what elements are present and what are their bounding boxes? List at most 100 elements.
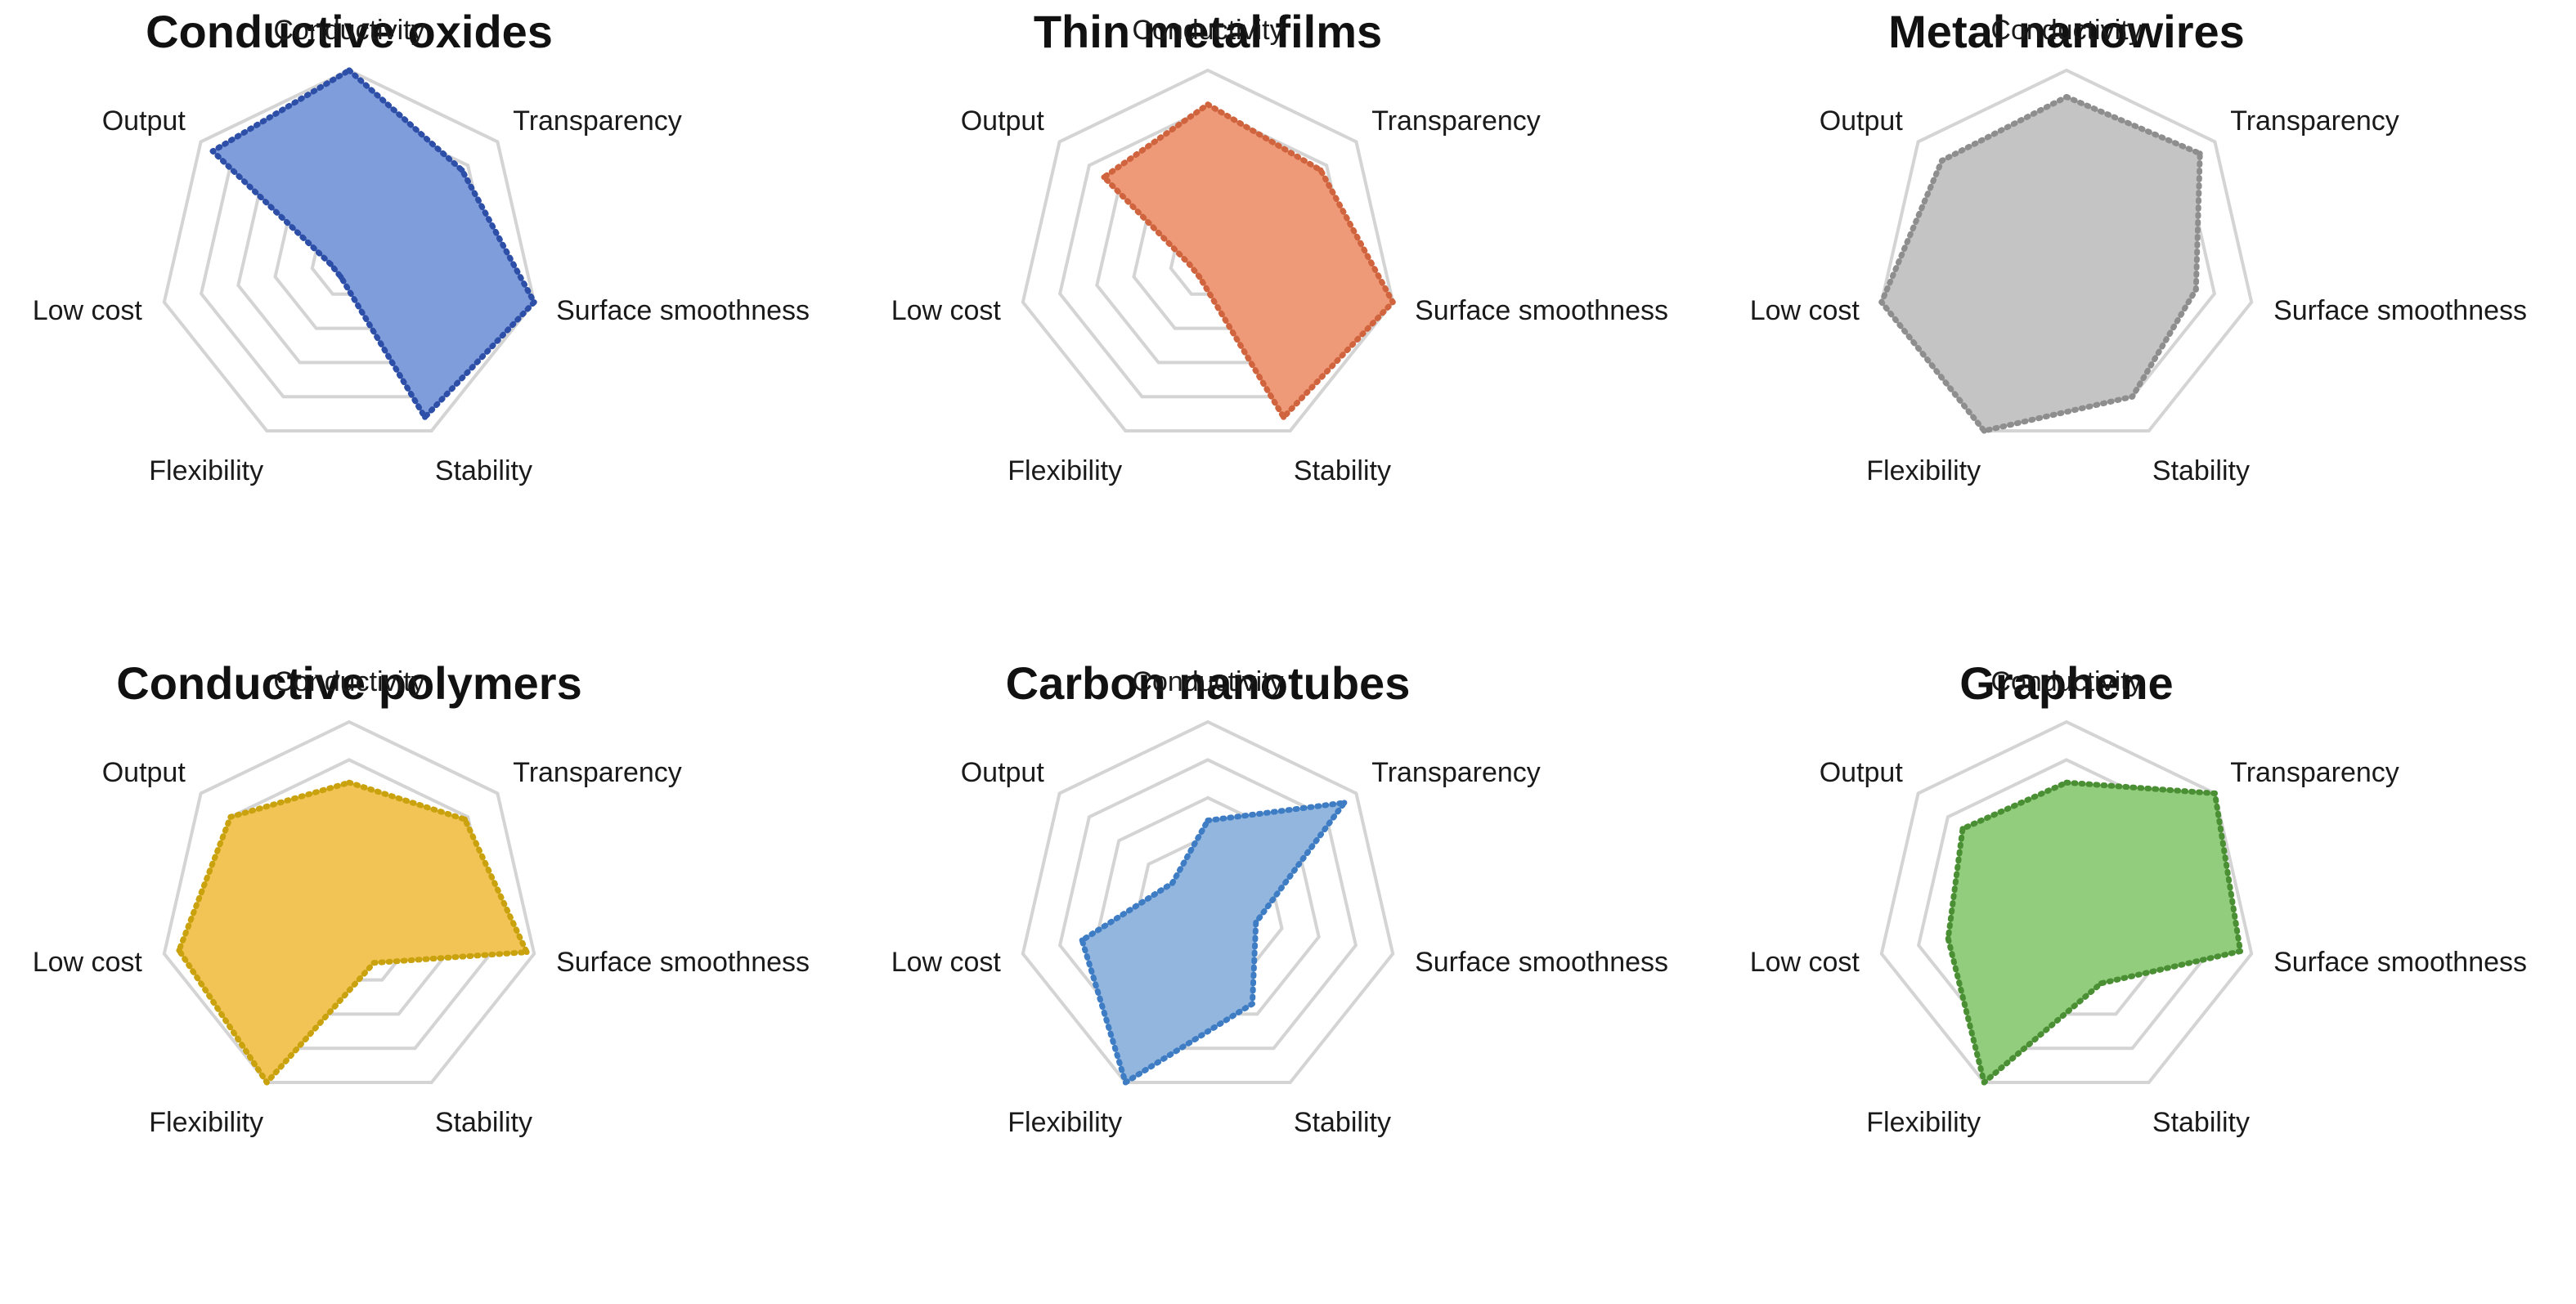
axis-label-surface-smoothness: Surface smoothness xyxy=(2273,295,2527,326)
data-point-low-cost xyxy=(176,948,182,953)
axis-label-stability: Stability xyxy=(435,455,532,486)
data-point-surface-smoothness xyxy=(531,299,537,306)
axis-label-stability: Stability xyxy=(435,1107,532,1138)
data-point-stability xyxy=(1281,414,1287,420)
data-point-conductivity xyxy=(346,67,352,74)
grid-ring-5 xyxy=(1021,719,1395,1084)
data-point-transparency xyxy=(2211,790,2218,796)
data-polygon xyxy=(1945,779,2244,1086)
data-point-conductivity xyxy=(1205,101,1211,108)
data-point-transparency xyxy=(462,816,468,822)
data-point-conductivity xyxy=(2063,779,2070,786)
chart-title: Conductive oxides xyxy=(146,6,553,57)
axis-label-flexibility: Flexibility xyxy=(149,455,263,486)
axis-label-conductivity: Conductivity xyxy=(1132,666,1283,697)
axis-label-flexibility: Flexibility xyxy=(1866,1107,1981,1138)
data-point-surface-smoothness xyxy=(2237,948,2244,954)
data-point-stability xyxy=(2129,393,2135,400)
data-point-low-cost xyxy=(1878,299,1885,306)
data-point-surface-smoothness xyxy=(1253,919,1259,925)
data-point-stability xyxy=(1249,1001,1255,1007)
axis-label-conductivity: Conductivity xyxy=(1990,666,2142,697)
axis-label-stability: Stability xyxy=(1294,455,1391,486)
data-point-stability xyxy=(422,414,429,420)
axis-label-low-cost: Low cost xyxy=(891,947,1002,978)
axis-label-surface-smoothness: Surface smoothness xyxy=(1415,947,1668,978)
data-point-low-cost xyxy=(1945,935,1951,942)
chart-title: Graphene xyxy=(1959,657,2173,709)
radar-panel-conductive-polymers: Conductive polymers Conductivity Transpare… xyxy=(0,652,859,1303)
chart-title: Conductive polymers xyxy=(116,657,581,709)
axis-label-surface-smoothness: Surface smoothness xyxy=(556,947,810,978)
axis-label-low-cost: Low cost xyxy=(33,947,143,978)
grid-ring-4 xyxy=(1057,758,1358,1051)
axis-label-flexibility: Flexibility xyxy=(1866,455,1981,486)
axis-label-flexibility: Flexibility xyxy=(1008,455,1122,486)
data-point-surface-smoothness xyxy=(1389,299,1396,306)
data-point-surface-smoothness xyxy=(523,949,530,956)
chart-title: Thin metal films xyxy=(1034,6,1382,57)
axis-label-surface-smoothness: Surface smoothness xyxy=(1415,295,1668,326)
data-point-transparency xyxy=(1317,167,1324,173)
data-point-flexibility xyxy=(338,274,344,280)
data-point-conductivity xyxy=(2063,94,2070,100)
chart-title: Metal nanowires xyxy=(1888,6,2245,57)
axis-label-transparency: Transparency xyxy=(2230,757,2399,788)
axis-label-output: Output xyxy=(102,757,186,788)
data-polygon xyxy=(1878,94,2203,434)
axis-label-transparency: Transparency xyxy=(2230,105,2399,137)
data-point-output xyxy=(209,148,216,155)
data-point-output xyxy=(1101,174,1107,181)
data-polygon xyxy=(1079,800,1348,1086)
grid-ring-5 xyxy=(1021,68,1395,432)
data-point-transparency xyxy=(459,167,465,173)
axis-label-low-cost: Low cost xyxy=(891,295,1002,326)
axis-label-stability: Stability xyxy=(1294,1107,1391,1138)
data-point-low-cost xyxy=(327,261,334,267)
data-point-conductivity xyxy=(1205,818,1211,824)
data-point-output xyxy=(1939,158,1945,164)
axis-label-transparency: Transparency xyxy=(513,757,682,788)
axis-label-surface-smoothness: Surface smoothness xyxy=(2273,947,2527,978)
axis-label-stability: Stability xyxy=(2152,1107,2250,1138)
data-point-output xyxy=(227,813,234,820)
axis-label-conductivity: Conductivity xyxy=(1132,15,1283,46)
data-point-low-cost xyxy=(1186,261,1192,267)
radar-panel-graphene: Graphene Conductivity Transparency Surface … xyxy=(1717,652,2576,1303)
radar-panel-conductive-oxides: Conductive oxides Conductivity Transparenc… xyxy=(0,0,859,652)
axis-label-stability: Stability xyxy=(2152,455,2250,486)
axis-label-transparency: Transparency xyxy=(1371,105,1541,137)
data-point-stability xyxy=(370,960,377,966)
axis-label-low-cost: Low cost xyxy=(1750,295,1860,326)
data-polygon xyxy=(176,779,530,1086)
data-point-flexibility xyxy=(1196,274,1203,280)
axis-label-conductivity: Conductivity xyxy=(273,15,424,46)
axis-label-transparency: Transparency xyxy=(1371,757,1541,788)
data-point-flexibility xyxy=(1981,428,1987,434)
axis-label-output: Output xyxy=(102,105,186,137)
data-point-output xyxy=(1959,826,1966,832)
data-point-flexibility xyxy=(1981,1079,1987,1086)
axis-label-output: Output xyxy=(961,105,1045,137)
data-point-output xyxy=(1169,880,1175,886)
data-point-transparency xyxy=(1341,800,1348,806)
axis-label-conductivity: Conductivity xyxy=(1990,15,2142,46)
radar-panel-carbon-nanotubes: Carbon nanotubes Conductivity Transparency… xyxy=(859,652,1717,1303)
data-point-low-cost xyxy=(1079,937,1085,943)
axis-label-flexibility: Flexibility xyxy=(1008,1107,1122,1138)
grid-ring-5 xyxy=(162,68,536,432)
radar-panel-metal-nanowires: Metal nanowires Conductivity Transparency S… xyxy=(1717,0,2576,652)
axis-label-output: Output xyxy=(1820,757,1904,788)
grid-ring-5 xyxy=(162,719,536,1084)
data-point-flexibility xyxy=(263,1079,270,1086)
axis-label-transparency: Transparency xyxy=(513,105,682,137)
data-point-flexibility xyxy=(1122,1079,1129,1086)
data-point-stability xyxy=(2098,980,2104,987)
